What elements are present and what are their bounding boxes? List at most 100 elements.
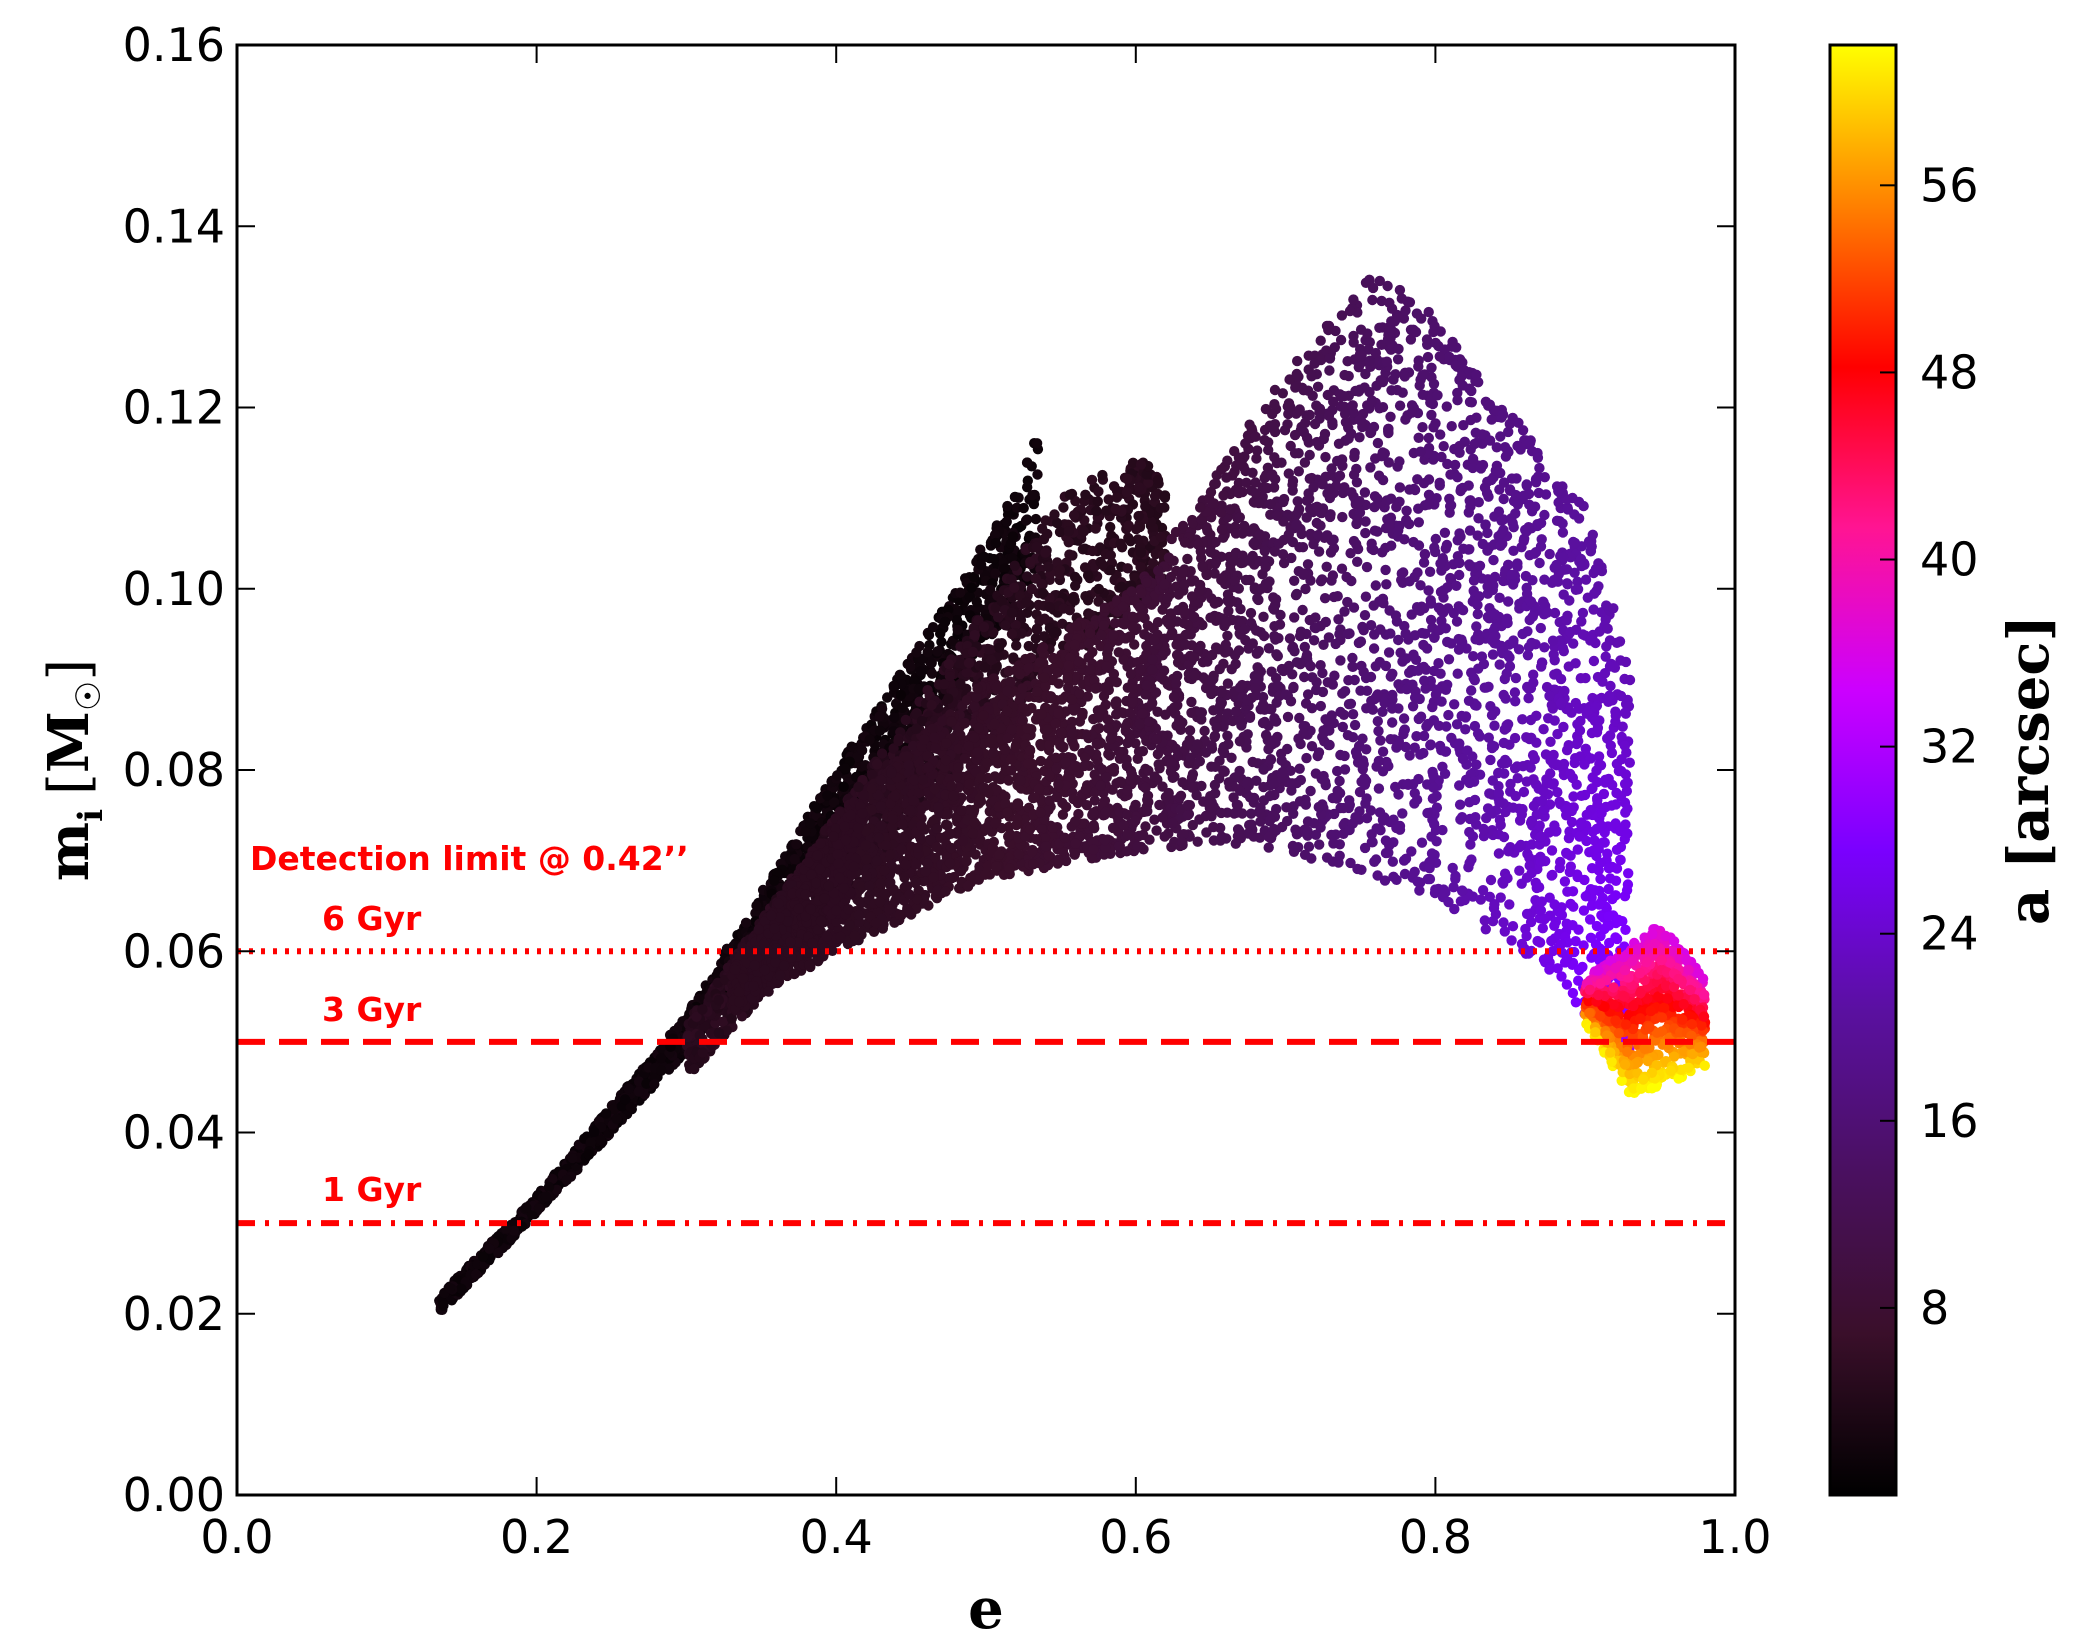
scatter-point [1380,564,1391,576]
scatter-point [853,781,864,793]
scatter-point [923,629,935,641]
scatter-point [1111,492,1123,503]
scatter-point [1359,487,1371,498]
scatter-point [911,647,922,658]
scatter-point [1131,523,1142,535]
scatter-point [935,628,946,639]
scatter-point [961,667,972,678]
scatter-point [1097,469,1108,481]
scatter-point [1049,627,1060,639]
scatter-point [1044,601,1055,613]
scatter-point [713,1027,725,1039]
scatter-point [1040,515,1051,526]
scatter-point [1023,640,1034,652]
scatter-point [1321,561,1332,572]
scatter-point [989,529,1001,541]
scatter-point [1014,590,1026,602]
scatter-point [943,604,954,615]
scatter-point [689,1063,700,1075]
scatter-point [456,1283,467,1295]
scatter-point [1133,510,1144,522]
scatter-point [946,679,957,690]
scatter-point [1184,725,1196,736]
scatter-point [1031,438,1043,449]
scatter-point [1107,822,1119,834]
scatter-point [769,875,780,886]
scatter-point [1110,503,1122,515]
scatter-point [1621,885,1633,896]
scatter-point [905,661,916,672]
scatter-point [1042,561,1054,573]
scatter-point [1289,612,1300,623]
scatter-point [900,714,911,726]
scatter-point [1401,505,1412,516]
scatter-point [1387,856,1399,867]
scatter-point [829,797,840,808]
scatter-point [944,671,956,682]
scatter-point [897,702,908,713]
scatter-point [540,1191,552,1202]
scatter-point [1413,432,1424,443]
scatter-point [1116,581,1127,592]
scatter-point [1159,490,1171,501]
scatter-point [943,658,954,670]
scatter-point [1268,603,1279,614]
scatter-point [1559,876,1571,887]
scatter-point [1001,516,1012,527]
scatter-point [1069,571,1081,583]
scatter-point [1042,528,1053,540]
scatter-point [990,568,1001,579]
scatter-point [1149,491,1161,502]
scatter-point [939,679,950,690]
scatter-point [1007,531,1018,542]
scatter-point [1064,549,1075,560]
scatter-point [611,1113,622,1125]
scatter-point [1093,596,1104,607]
scatter-point [936,636,947,648]
scatter-point [871,759,883,770]
scatter-point [1282,711,1294,723]
scatter-point [583,1149,595,1160]
scatter-point [589,1126,600,1138]
scatter-point [1101,505,1112,516]
scatter-point [1036,578,1047,590]
scatter-point [1567,987,1579,999]
scatter-point [1263,842,1274,853]
scatter-point [1517,628,1528,640]
scatter-point [543,1181,555,1193]
scatter-point [808,801,820,812]
scatter-point [547,1173,558,1185]
scatter-point [805,818,816,829]
scatter-point [585,1137,596,1148]
scatter-point [955,678,966,689]
scatter-point [1317,667,1328,679]
scatter-point [1051,517,1063,529]
scatter-point [551,1184,562,1196]
scatter-point [1613,914,1624,925]
scatter-point [1418,639,1429,651]
scatter-point [1527,611,1539,622]
scatter-point [882,692,893,703]
scatter-point [1452,472,1463,483]
scatter-point [1143,477,1154,488]
scatter-point [619,1094,631,1105]
scatter-point [1015,609,1026,621]
scatter-point [1087,545,1098,557]
scatter-point [966,582,977,593]
scatter-point [1021,457,1033,468]
scatter-point [1423,585,1434,596]
scatter-point [1314,413,1325,424]
scatter-point [1020,515,1032,526]
scatter-point [1064,605,1076,616]
scatter-point [1417,422,1428,433]
scatter-point [1447,862,1458,874]
scatter-point [1610,710,1622,721]
scatter-point [1301,752,1312,764]
scatter-point [1127,457,1139,468]
scatter-point [927,622,939,633]
scatter-point [1063,537,1074,548]
scatter-point [988,553,1000,565]
scatter-point [472,1259,483,1270]
scatter-point [1121,487,1133,498]
scatter-point [1319,593,1331,604]
